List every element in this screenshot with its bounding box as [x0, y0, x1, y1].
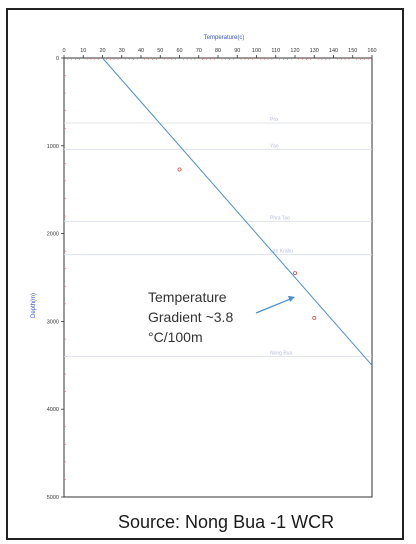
x-tick-label: 160	[367, 48, 376, 54]
y-tick-label: 4000	[47, 407, 59, 413]
chart-frame: Temperature(c) 0 10 20 30 40 50 60 70 80 90 100 110 1…	[6, 8, 404, 540]
x-tick-label: 40	[138, 48, 144, 54]
temperature-depth-chart: Temperature(c) 0 10 20 30 40 50 60 70 80 90 100 110 1…	[31, 35, 377, 501]
y-tick-label: 3000	[47, 319, 59, 325]
annotation-arrow	[255, 297, 293, 314]
x-tick-label: 0	[62, 48, 65, 54]
formation-label: Nong Bua	[270, 351, 292, 357]
x-tick-label: 20	[99, 48, 105, 54]
formation-label: Yao	[270, 143, 279, 149]
data-point	[177, 167, 182, 172]
y-tick-label: 0	[56, 56, 59, 62]
x-tick-label: 100	[252, 48, 261, 54]
annotation-text: °C/100m	[148, 329, 203, 345]
x-tick-label: 30	[119, 48, 125, 54]
x-tick-label: 70	[196, 48, 202, 54]
x-axis-title: Temperature(c)	[204, 35, 245, 41]
x-tick-label: 80	[215, 48, 221, 54]
y-tick-label: 1000	[47, 144, 59, 150]
data-point	[292, 271, 297, 276]
annotation-text: Temperature	[148, 289, 227, 305]
x-tick-label: 10	[80, 48, 86, 54]
x-tick-label: 60	[176, 48, 182, 54]
formation-label: Pnx	[270, 117, 279, 123]
x-tick-label: 90	[234, 48, 240, 54]
y-axis-title: Depth(m)	[31, 293, 37, 318]
formation-label: Phra Tao	[270, 215, 290, 221]
annotation-arrowhead	[288, 295, 295, 302]
x-tick-label: 150	[348, 48, 357, 54]
gradient-line	[102, 57, 373, 366]
x-tick-label: 130	[310, 48, 319, 54]
x-tick-label: 110	[271, 48, 280, 54]
plot-area-border	[63, 57, 373, 498]
x-tick-label: 50	[157, 48, 163, 54]
formation-label: Lan Krabu	[270, 249, 293, 255]
annotation-text: Gradient ~3.8	[148, 309, 233, 325]
source-caption: Source: Nong Bua -1 WCR	[118, 512, 335, 532]
y-tick-label: 5000	[47, 495, 59, 501]
y-tick-label: 2000	[47, 232, 59, 238]
x-tick-label: 140	[329, 48, 338, 54]
data-point	[312, 315, 317, 320]
x-tick-label: 120	[290, 48, 299, 54]
